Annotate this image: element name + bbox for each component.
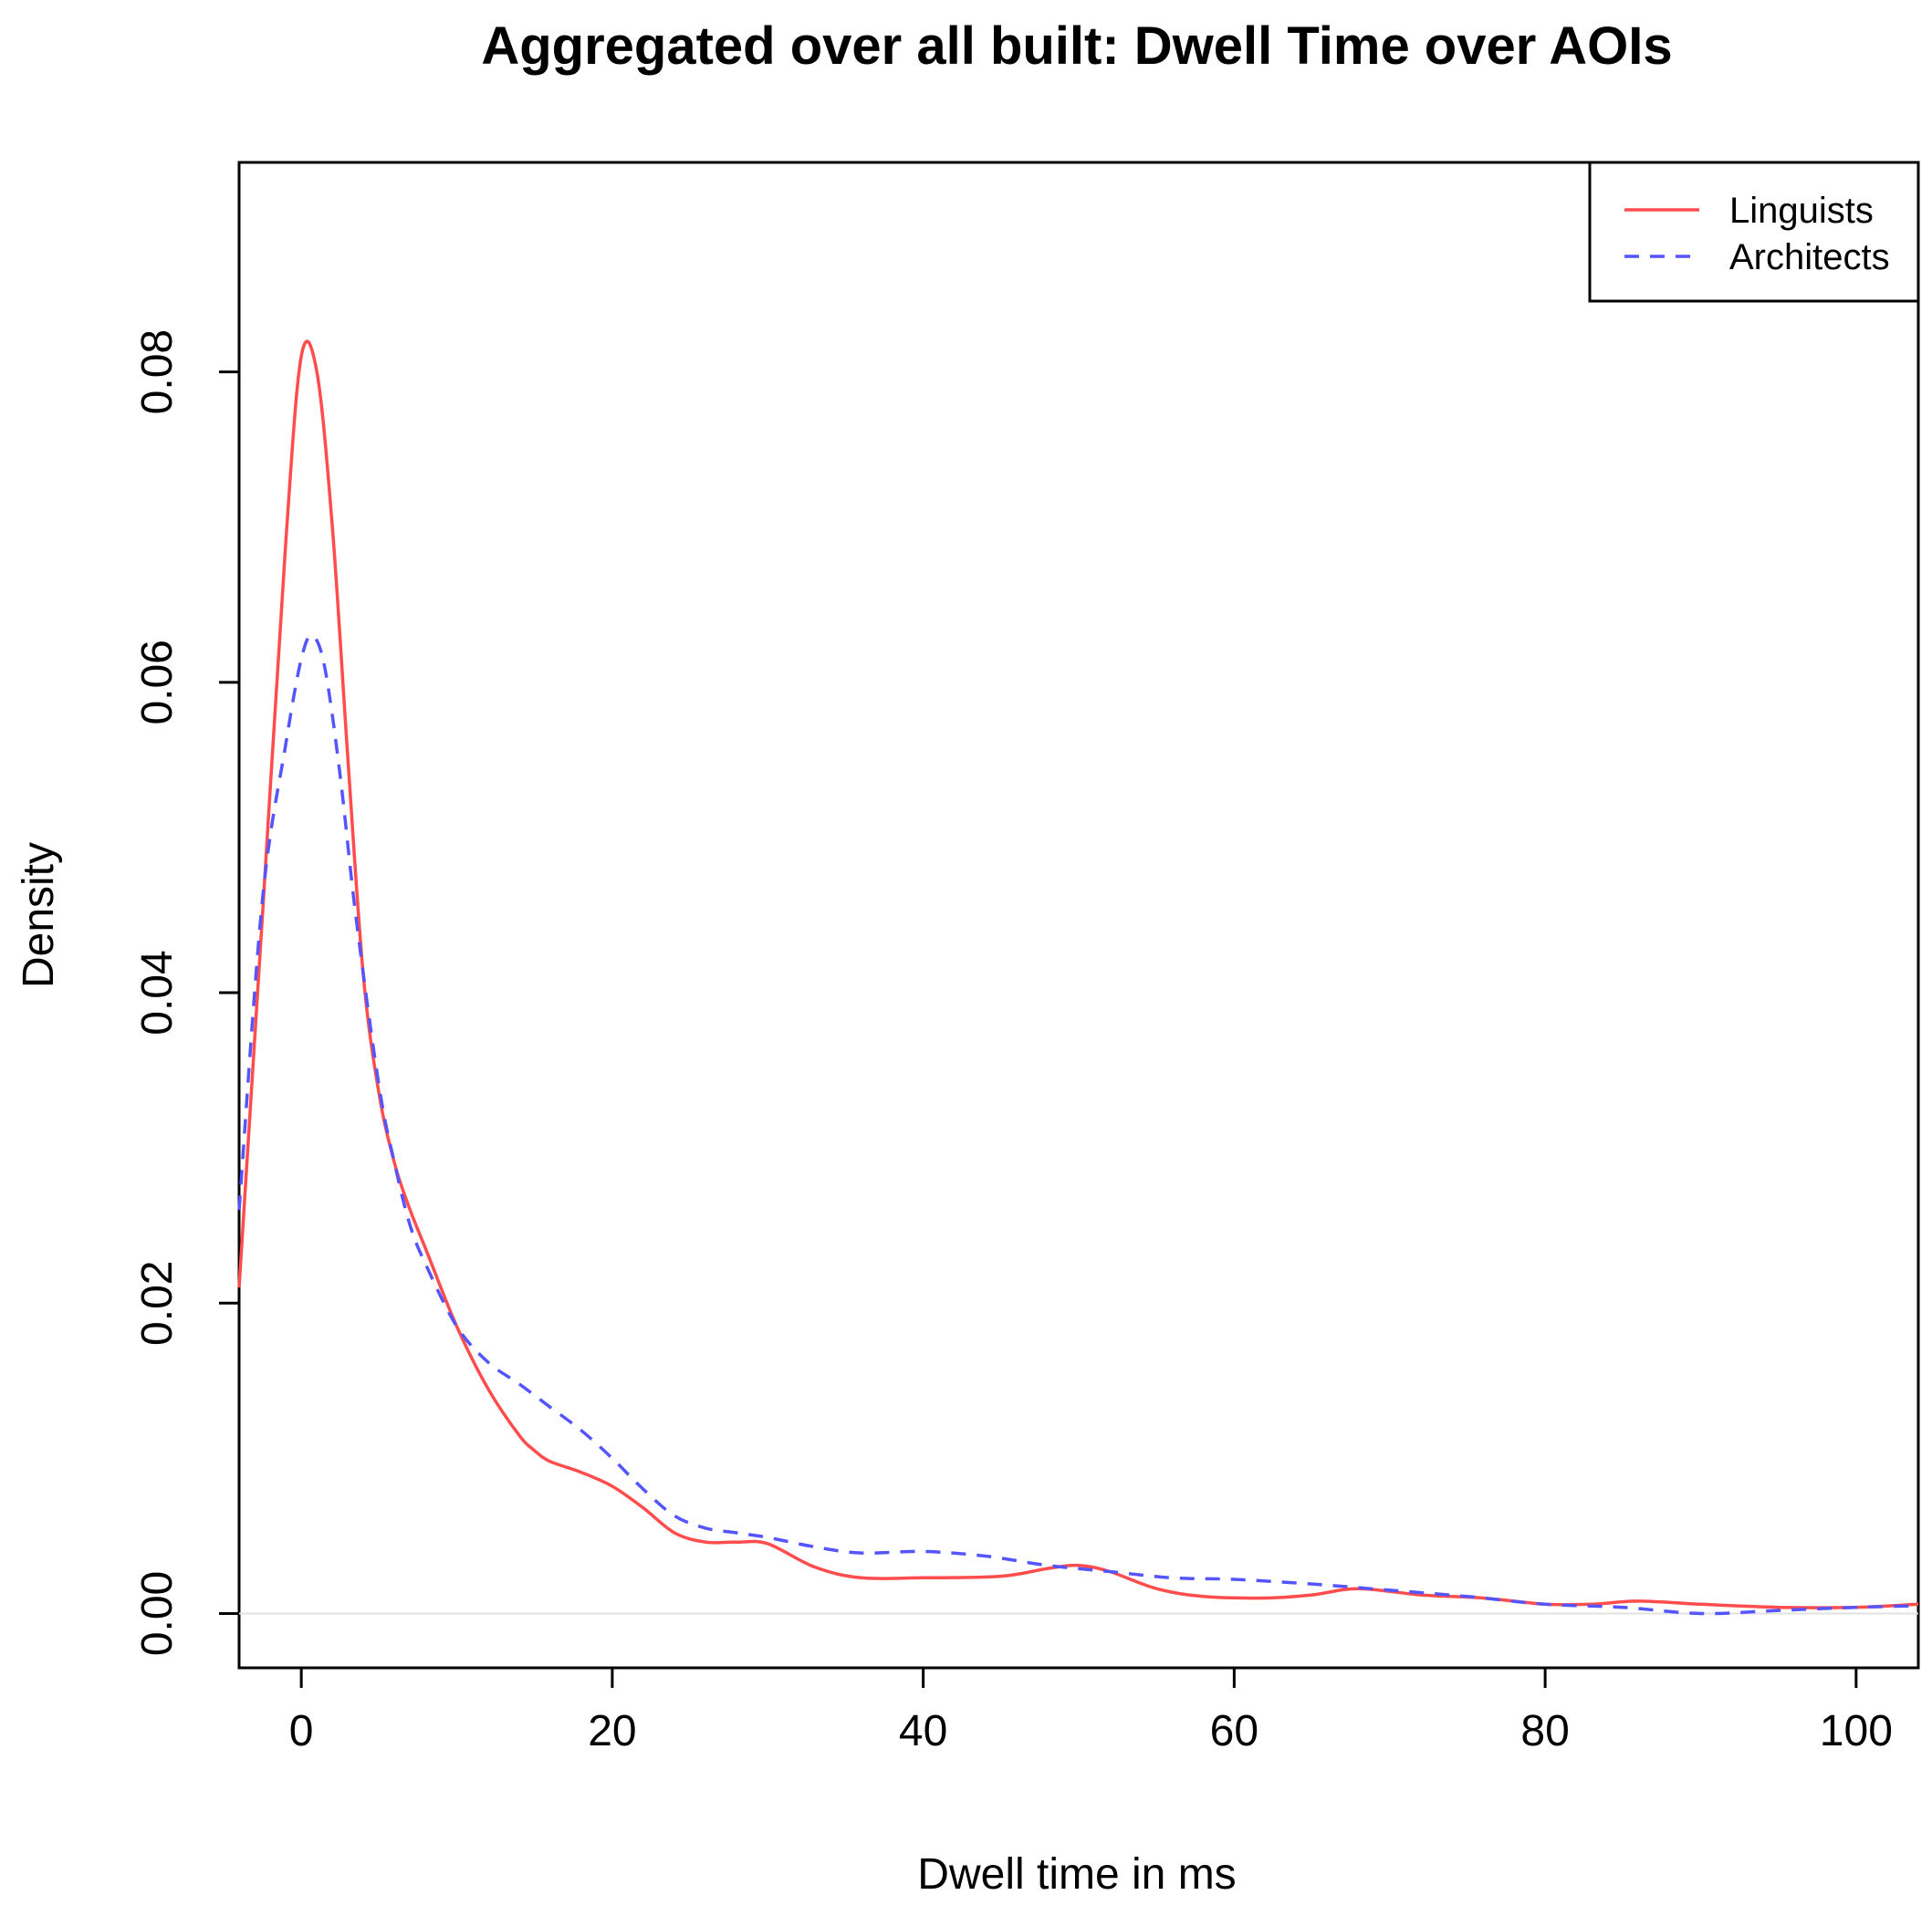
y-tick-label: 0.00 bbox=[133, 1571, 182, 1656]
y-tick-label: 0.06 bbox=[133, 640, 182, 724]
plot-area-frame bbox=[237, 161, 1920, 1670]
x-axis-ticks: 0 20 40 60 80 100 bbox=[289, 1666, 1893, 1755]
y-tick-label: 0.02 bbox=[133, 1261, 182, 1346]
legend-box bbox=[1588, 161, 1920, 303]
y-axis-label: Density bbox=[15, 842, 63, 988]
legend-label-linguists: Linguists bbox=[1729, 191, 1874, 231]
y-axis-ticks: 0.00 0.02 0.04 0.06 0.08 bbox=[133, 329, 239, 1656]
x-tick-label: 80 bbox=[1520, 1707, 1569, 1755]
series-line-linguists bbox=[237, 339, 1919, 1609]
x-tick-label: 60 bbox=[1210, 1707, 1258, 1755]
x-axis-label: Dwell time in ms bbox=[917, 1850, 1236, 1899]
x-tick-label: 100 bbox=[1820, 1707, 1893, 1755]
legend-label-architects: Architects bbox=[1729, 237, 1890, 277]
y-tick-label: 0.04 bbox=[133, 950, 182, 1035]
x-tick-label: 20 bbox=[588, 1707, 636, 1755]
x-tick-label: 0 bbox=[289, 1707, 314, 1755]
series-line-architects bbox=[237, 633, 1919, 1616]
x-tick-label: 40 bbox=[899, 1707, 947, 1755]
y-tick-label: 0.08 bbox=[133, 329, 182, 414]
chart-title: Aggregated over all built: Dwell Time ov… bbox=[481, 16, 1672, 76]
legend: Linguists Architects bbox=[1588, 161, 1920, 303]
series-lines bbox=[237, 339, 1919, 1616]
